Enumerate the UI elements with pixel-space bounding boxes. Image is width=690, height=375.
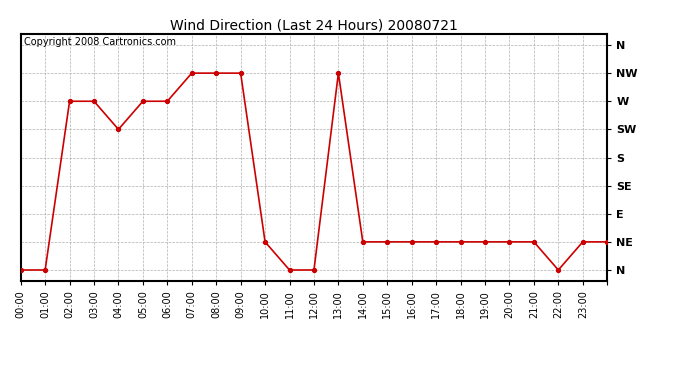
Title: Wind Direction (Last 24 Hours) 20080721: Wind Direction (Last 24 Hours) 20080721 [170,19,458,33]
Text: Copyright 2008 Cartronics.com: Copyright 2008 Cartronics.com [23,38,176,48]
